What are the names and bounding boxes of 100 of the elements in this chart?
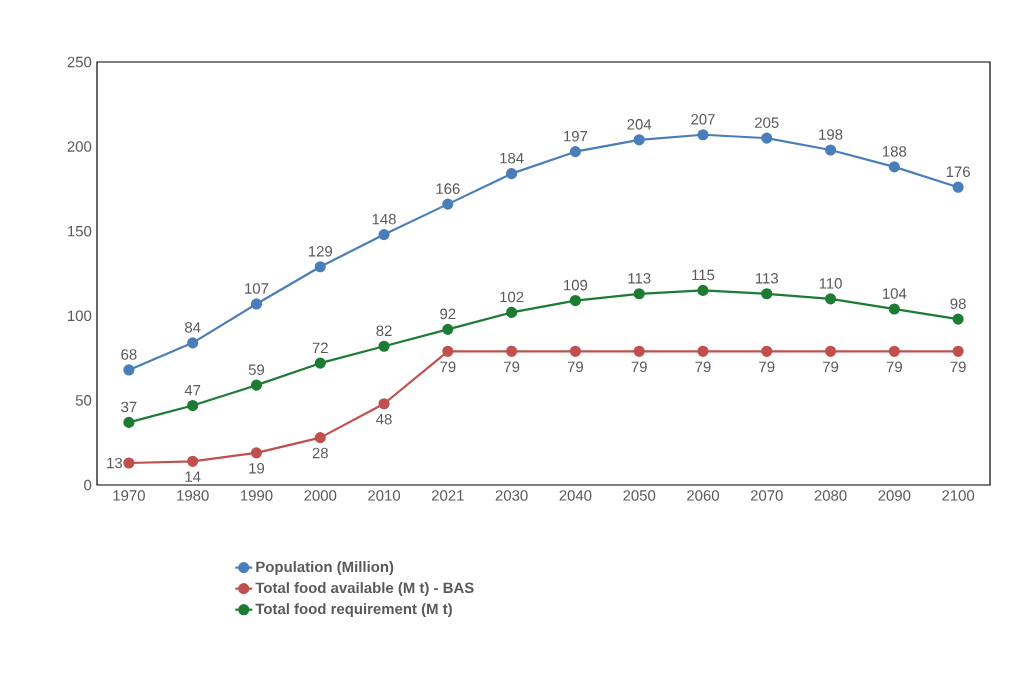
point <box>697 284 709 296</box>
y-tick-label: 100 <box>68 310 92 322</box>
point <box>314 432 326 444</box>
point <box>697 345 709 357</box>
data-label: 113 <box>755 273 779 284</box>
data-label: 82 <box>376 325 392 337</box>
data-label: 205 <box>755 117 779 128</box>
data-label: 197 <box>564 130 588 142</box>
legend-label: Population (Million) <box>256 561 394 575</box>
data-label: 28 <box>312 447 328 459</box>
point <box>506 306 518 318</box>
point <box>442 198 454 210</box>
data-label: 188 <box>883 146 907 157</box>
data-label: 166 <box>436 183 460 194</box>
y-tick-label: 150 <box>68 225 92 237</box>
point <box>442 345 454 357</box>
point <box>888 161 900 173</box>
point <box>314 357 326 369</box>
point <box>250 447 263 459</box>
x-tick-label: 2000 <box>304 490 337 501</box>
data-label: 110 <box>819 278 842 289</box>
point <box>952 313 964 325</box>
point <box>633 345 645 357</box>
x-tick-label: 2100 <box>942 490 975 501</box>
point <box>569 146 581 158</box>
data-label: 79 <box>695 361 711 373</box>
data-label: 79 <box>504 361 520 373</box>
data-label: 102 <box>500 291 524 303</box>
data-label: 148 <box>372 213 396 225</box>
point <box>314 261 326 273</box>
data-label: 98 <box>950 298 966 309</box>
point <box>378 398 390 410</box>
point <box>569 294 581 307</box>
point <box>187 455 199 467</box>
x-tick-label: 2030 <box>495 490 528 501</box>
point <box>187 399 199 412</box>
x-tick-label: 1980 <box>177 490 209 501</box>
point <box>888 303 900 315</box>
data-label: 79 <box>567 361 583 373</box>
data-label: 14 <box>185 471 201 482</box>
point <box>697 129 709 141</box>
data-label: 176 <box>946 166 970 178</box>
point <box>952 181 964 193</box>
data-label: 72 <box>312 342 328 353</box>
point <box>824 144 837 156</box>
data-label: 37 <box>121 401 137 413</box>
data-label: 79 <box>823 361 839 373</box>
point <box>506 345 518 357</box>
data-label: 115 <box>692 269 715 281</box>
data-label: 107 <box>245 283 269 294</box>
point <box>378 340 390 352</box>
x-tick-label: 2040 <box>559 490 592 501</box>
y-tick-label: 50 <box>75 395 92 406</box>
data-label: 68 <box>121 349 137 360</box>
point <box>250 298 263 310</box>
data-label: 207 <box>691 114 715 125</box>
point <box>824 345 837 357</box>
data-label: 184 <box>500 152 524 164</box>
point <box>442 323 454 335</box>
legend-label: Total food available (M t) - BAS <box>255 582 474 597</box>
point <box>761 288 773 300</box>
x-tick-label: 2021 <box>431 490 464 501</box>
point <box>761 132 773 144</box>
data-label: 198 <box>819 129 843 140</box>
point <box>123 416 135 428</box>
data-label: 79 <box>950 361 966 373</box>
point <box>824 293 837 305</box>
legend-label: Total food requirement (M t) <box>255 603 452 618</box>
x-tick-label: 2070 <box>750 490 783 501</box>
point <box>952 345 964 357</box>
data-label: 59 <box>248 364 265 375</box>
point <box>569 345 581 357</box>
data-label: 79 <box>759 361 775 373</box>
point <box>187 337 199 349</box>
x-tick-label: 2080 <box>814 490 847 501</box>
x-tick-label: 1990 <box>240 490 273 501</box>
point <box>506 168 518 180</box>
data-label: 84 <box>185 322 201 333</box>
data-label: 104 <box>883 288 907 299</box>
data-label: 92 <box>440 308 456 320</box>
y-tick-label: 0 <box>84 479 92 491</box>
x-tick-label: 2060 <box>687 490 719 501</box>
point <box>123 457 135 469</box>
y-tick-label: 250 <box>67 56 92 68</box>
point <box>888 345 900 357</box>
point <box>633 134 645 146</box>
data-label: 47 <box>184 385 201 396</box>
data-label: 204 <box>627 119 652 130</box>
data-label: 13 <box>107 457 123 469</box>
x-tick-label: 1970 <box>113 490 145 501</box>
data-label: 79 <box>440 361 456 373</box>
point <box>378 228 390 241</box>
data-label: 109 <box>564 279 588 291</box>
data-label: 79 <box>886 361 902 373</box>
x-tick-label: 2050 <box>623 490 656 501</box>
point <box>761 345 773 357</box>
data-label: 129 <box>308 245 332 257</box>
x-tick-label: 2010 <box>368 490 401 501</box>
data-label: 19 <box>249 463 265 474</box>
point <box>123 364 135 376</box>
